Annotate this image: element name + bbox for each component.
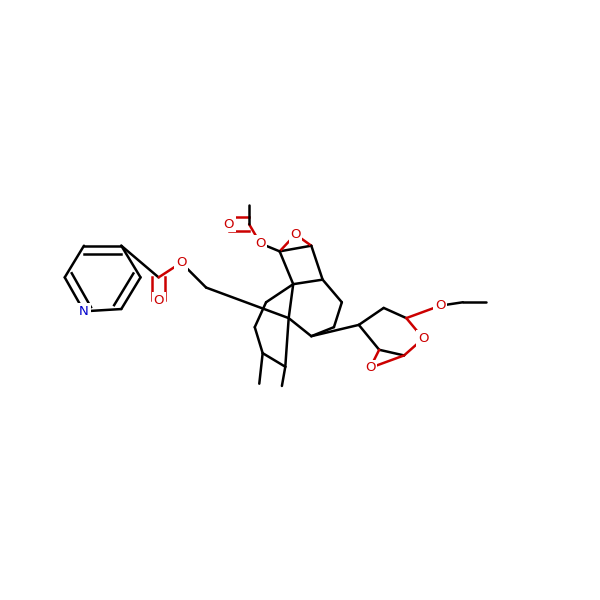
Text: O: O	[435, 299, 446, 312]
Text: O: O	[290, 228, 301, 241]
Text: O: O	[223, 218, 234, 231]
Text: O: O	[255, 237, 266, 250]
Text: O: O	[418, 332, 428, 345]
Text: O: O	[154, 293, 164, 307]
Text: N: N	[79, 305, 89, 318]
Text: O: O	[176, 256, 187, 269]
Text: O: O	[365, 361, 376, 374]
